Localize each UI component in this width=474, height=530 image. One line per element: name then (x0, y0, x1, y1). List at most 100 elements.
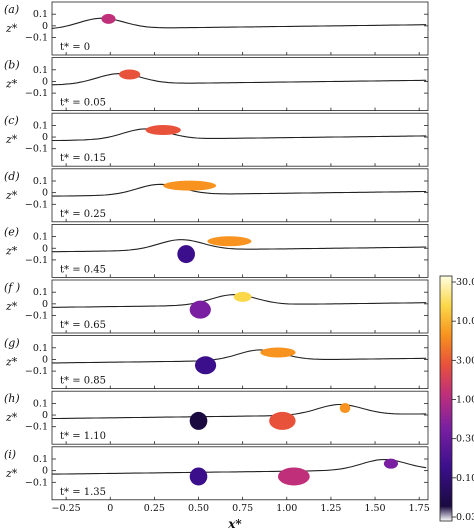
y-tick-label: −0.1 (25, 255, 48, 266)
panel-label: (e) (4, 225, 19, 238)
dissipation-patch (260, 347, 296, 358)
y-tick-label: 0.1 (33, 398, 48, 409)
colorbar-tick-label: 3.00 (456, 355, 474, 366)
free-surface-profile (52, 349, 427, 364)
panel: 0.10−0.1 (g) z* t* = 0.85 (4, 335, 429, 390)
y-tick-label: 0.1 (33, 454, 48, 465)
y-tick-label: 0 (42, 243, 48, 254)
free-surface-profile (51, 73, 427, 86)
time-label: t* = 0.45 (60, 264, 106, 275)
panel: 0.10−0.1 (h) z* t* = 1.10 (4, 390, 429, 445)
y-tick-label: −0.1 (25, 422, 48, 433)
dissipation-patch (189, 411, 208, 430)
x-tick-label: 1.00 (276, 503, 297, 514)
free-surface-profile (52, 183, 427, 197)
colorbar-tick-label: 10.0 (456, 316, 474, 327)
dissipation-patch (119, 69, 141, 80)
panel: 0.10−0.1 (i) z* t* = 1.35 (4, 446, 429, 501)
colorbar-tick-label: 30.0 (456, 277, 474, 288)
y-tick-label: −0.1 (25, 199, 48, 210)
z-axis-label: z* (5, 244, 18, 257)
y-tick-label: 0 (42, 21, 48, 32)
colorbar-gradient (440, 276, 452, 521)
panel-frame (51, 168, 429, 223)
y-tick-label: 0 (42, 410, 48, 421)
y-tick-label: −0.1 (25, 311, 48, 322)
panel: 0.10−0.1 (a) z* t* = 0 (4, 1, 429, 56)
panel: 0.10−0.1 (b) z* t* = 0.05 (4, 57, 429, 111)
time-label: t* = 1.10 (60, 431, 106, 442)
dissipation-patch (194, 356, 217, 375)
y-tick-label: 0.1 (33, 120, 48, 131)
time-label: t* = 0.15 (60, 153, 106, 164)
x-tick-labels: −0.25 0 0.25 0.50 0.75 1.00 1.25 1.50 1.75 (52, 503, 430, 514)
panel-label: (a) (4, 3, 19, 16)
free-surface-profile (52, 128, 427, 142)
panel: 0.10−0.1 (f ) z* t* = 0.65 (4, 279, 429, 334)
y-tick-label: 0 (42, 354, 48, 365)
time-label: t* = 0 (60, 42, 90, 53)
colorbar-tick-label: 1.00 (456, 395, 474, 406)
x-tick-label: 0.50 (188, 503, 209, 514)
panel-label: (d) (4, 170, 20, 183)
dissipation-patch (339, 403, 351, 414)
z-axis-label: z* (5, 300, 18, 313)
time-label: t* = 0.85 (60, 376, 106, 387)
colorbar-tick-label: 0.10 (456, 473, 474, 484)
y-tick-label: 0.1 (33, 65, 48, 76)
colorbar-ticks: 30.0 10.0 3.00 1.00 0.30 0.10 0.03 (452, 277, 474, 523)
panel-label: (h) (4, 392, 20, 405)
dissipation-patch (383, 458, 398, 469)
y-tick-label: −0.1 (25, 366, 48, 377)
y-tick-label: 0.1 (33, 176, 48, 187)
dissipation-patch (277, 467, 310, 486)
time-label: t* = 0.25 (60, 209, 106, 220)
y-tick-label: 0.1 (33, 287, 48, 298)
z-axis-label: z* (5, 356, 18, 369)
free-surface-profile (52, 403, 427, 420)
dissipation-patch (101, 13, 116, 24)
y-tick-label: −0.1 (25, 88, 48, 99)
x-tick-label: 0 (107, 503, 113, 514)
x-tick-label: 0.75 (232, 503, 253, 514)
panel: 0.10−0.1 (e) z* t* = 0.45 (4, 223, 429, 278)
free-surface-profile (52, 239, 427, 253)
time-label: t* = 1.35 (60, 487, 106, 498)
x-tick-label: 1.75 (409, 503, 430, 514)
x-tick-label: 0.25 (144, 503, 165, 514)
panels: 0.10−0.1(a)z*t* = 00.10−0.1(b)z*t* = 0.0… (4, 1, 429, 501)
x-tick-label: 1.25 (320, 503, 341, 514)
time-label: t* = 0.65 (60, 320, 106, 331)
dissipation-patch (207, 236, 252, 247)
panel-frame (51, 112, 429, 167)
dissipation-patch (145, 125, 181, 136)
z-axis-label: z* (5, 467, 18, 480)
colorbar-frame (439, 275, 453, 522)
z-axis-label: z* (5, 133, 18, 146)
z-axis-label: z* (5, 78, 18, 91)
colorbar-tick-label: 0.30 (456, 434, 474, 445)
x-tick-label: 1.50 (364, 503, 385, 514)
y-tick-label: −0.1 (25, 144, 48, 155)
panel: 0.10−0.1 (d) z* t* = 0.25 (4, 168, 429, 223)
panel-label: (f ) (4, 281, 20, 294)
panel-label: (i) (4, 448, 16, 461)
y-tick-label: 0 (42, 299, 48, 310)
y-tick-label: 0 (42, 188, 48, 199)
colorbar-tick-label: 0.03 (456, 512, 474, 523)
panel-frame (51, 1, 429, 56)
panel-label: (b) (4, 59, 20, 72)
x-axis-label: x* (227, 517, 242, 530)
x-tick-label: −0.25 (52, 503, 81, 514)
y-tick-label: −0.1 (25, 477, 48, 488)
dissipation-patch (163, 180, 217, 191)
time-label: t* = 0.05 (60, 98, 106, 109)
panel-frame (51, 57, 429, 111)
panel-label: (c) (4, 114, 19, 127)
colorbar: 30.0 10.0 3.00 1.00 0.30 0.10 0.03 (439, 275, 474, 523)
panel: 0.10−0.1 (c) z* t* = 0.15 (4, 112, 429, 167)
z-axis-label: z* (5, 22, 18, 35)
dissipation-patch (177, 245, 195, 264)
free-surface-profile (52, 458, 427, 475)
